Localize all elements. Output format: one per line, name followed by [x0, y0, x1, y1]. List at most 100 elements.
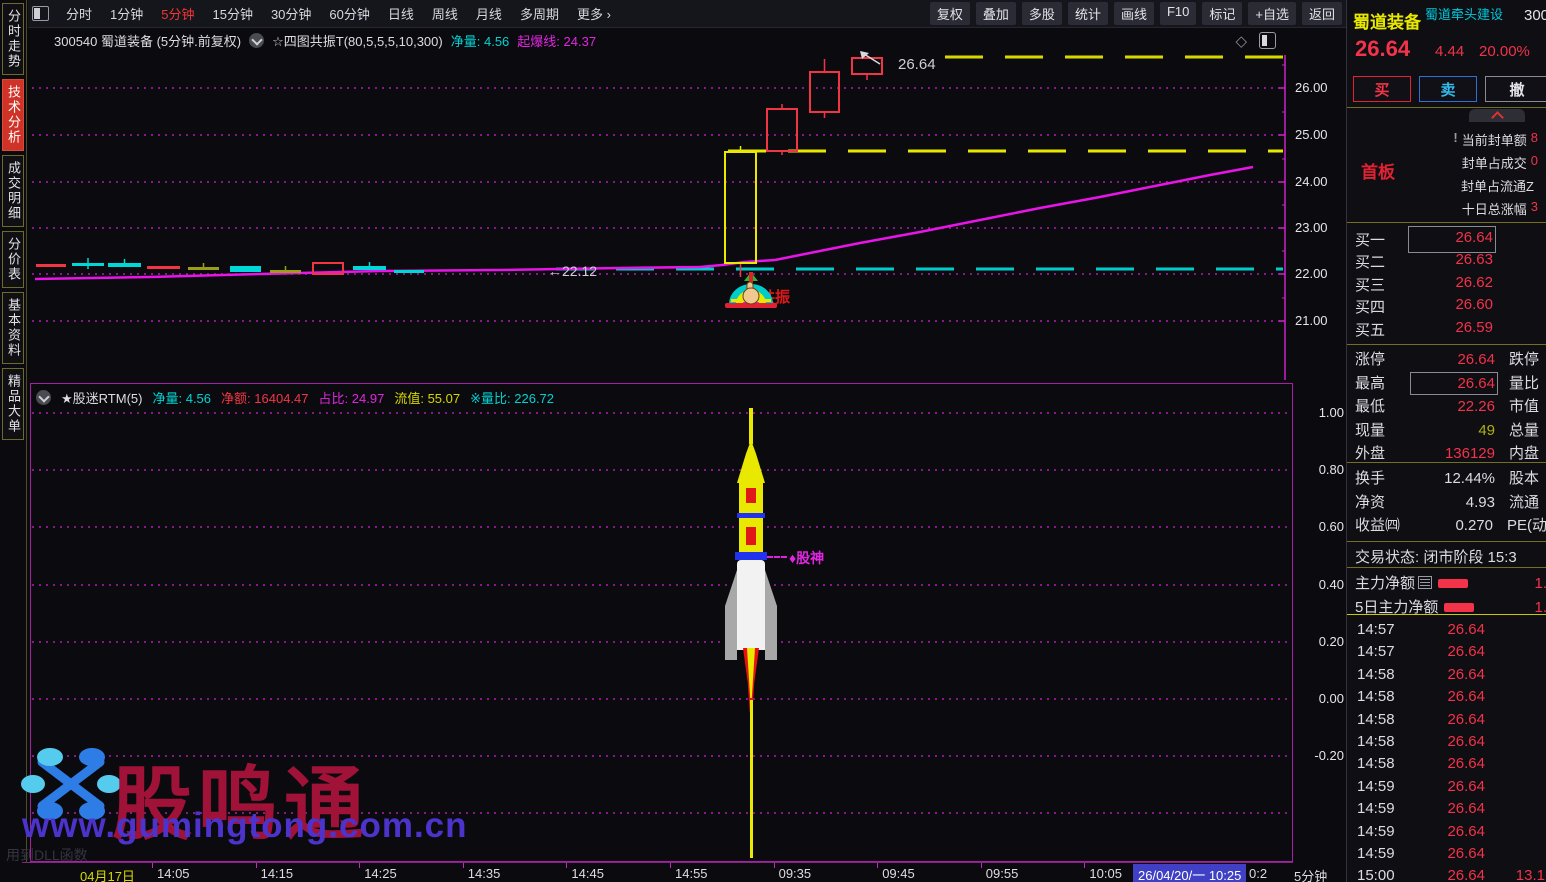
main-ytick: 23.00 — [1295, 220, 1328, 235]
axis-time-5: 14:55 — [675, 866, 708, 881]
seal-row-1: 封单占成交 0 — [1461, 153, 1538, 171]
axis-time-6: 09:35 — [778, 866, 812, 881]
tick-row-5: 14:58 26.64 — [1357, 733, 1485, 750]
low-price-annotation: ←22.12 — [548, 263, 598, 279]
axis-date-label: 04月17日 — [80, 869, 135, 882]
main-ytick: 21.00 — [1295, 313, 1328, 328]
menu-period-9[interactable]: 多周期 — [519, 7, 559, 22]
resonance-gem-icon[interactable] — [718, 270, 782, 314]
menu-period-4[interactable]: 30分钟 — [270, 7, 312, 22]
toolbar-button-1[interactable]: 叠加 — [975, 2, 1016, 25]
window-split-icon[interactable] — [32, 6, 49, 21]
sidebar-tab-3[interactable]: 分价表 — [2, 231, 24, 288]
watermark-logo-icon — [21, 748, 121, 820]
stat-a-4: 外盘 136129 内盘 — [1355, 445, 1540, 462]
time-remnant: 0:2 — [1249, 866, 1268, 881]
menu-period-6[interactable]: 日线 — [387, 7, 414, 22]
tick-row-1: 14:57 26.64 — [1357, 643, 1485, 661]
sidebar-tab-1[interactable]: 技术分析 — [2, 79, 24, 151]
menu-period-1[interactable]: 1分钟 — [110, 7, 144, 22]
axis-time-3: 14:35 — [467, 866, 501, 881]
left-sidebar: 分时走势技术分析成交明细分价表基本资料精品大单 — [0, 0, 27, 882]
stat-b-1: 净资 4.93 流通 — [1355, 493, 1540, 511]
sidebar-tab-0[interactable]: 分时走势 — [2, 3, 24, 75]
stat-a-2: 最低 22.26 市值 — [1355, 398, 1540, 415]
tick-row-6: 14:58 26.64 — [1357, 755, 1485, 773]
collapse-chevron-tab[interactable] — [1469, 109, 1525, 122]
crosshair-date-label: 26/04/20/一 10:25 — [1133, 864, 1247, 882]
axis-time-4: 14:45 — [571, 866, 604, 881]
tick-row-10: 14:59 26.64 — [1357, 845, 1485, 862]
diamond-tool-icon[interactable]: ◇ — [1235, 32, 1247, 50]
menu-period-2[interactable]: 5分钟 — [161, 7, 195, 22]
netvol-label: 净量: — [450, 34, 481, 49]
split-view-icon[interactable] — [1259, 32, 1276, 49]
seal-row-0: ! 当前封单额 8 — [1453, 130, 1538, 148]
menu-period-8[interactable]: 月线 — [475, 7, 502, 22]
tick-row-4: 14:58 26.64 — [1357, 710, 1485, 728]
price-change: 4.44 — [1435, 43, 1465, 60]
high-price-annotation: 26.64 — [898, 56, 936, 73]
stat-a-3: 现量 49 总量 — [1355, 421, 1540, 439]
net-row-0: 主力净额 1. — [1355, 575, 1546, 592]
buy-button[interactable]: 买 — [1353, 76, 1411, 102]
toolbar-button-8[interactable]: 返回 — [1301, 2, 1342, 25]
menu-period-5[interactable]: 60分钟 — [329, 7, 370, 22]
rocket-label: ♦股神 — [789, 550, 825, 566]
watermark-url: www.gumingtong.com.cn — [22, 806, 468, 845]
tick-row-0: 14:57 26.64 — [1357, 621, 1485, 638]
sub-ytick: 0.20 — [1318, 634, 1344, 649]
boomline-value: 24.37 — [563, 34, 597, 49]
menu-period-7[interactable]: 周线 — [431, 7, 458, 22]
time-axis: 26/04/20/一 10:25 0:2 5分钟 04月17日 14:05 14:1… — [22, 862, 1327, 882]
tick-row-2: 14:58 26.64 — [1357, 665, 1485, 683]
axis-time-2: 14:25 — [364, 866, 397, 881]
sidebar-tab-5[interactable]: 精品大单 — [2, 368, 24, 440]
sidebar-tab-2[interactable]: 成交明细 — [2, 155, 24, 227]
toolbar-button-7[interactable]: +自选 — [1248, 2, 1296, 25]
stock-subtitle: 蜀道牵头建设 — [1425, 7, 1504, 22]
menu-period-0[interactable]: 分时 — [66, 7, 93, 22]
board-tag: 首板 — [1361, 163, 1395, 182]
bid-row-1: 买一 26.64 — [1355, 226, 1496, 253]
toolbar-button-5[interactable]: F10 — [1159, 2, 1197, 25]
sell-button[interactable]: 卖 — [1419, 76, 1477, 102]
bid-row-3: 买三 26.62 — [1355, 273, 1493, 294]
period-label[interactable]: 5分钟 — [1294, 869, 1328, 882]
toolbar-button-2[interactable]: 多股 — [1021, 2, 1062, 25]
cancel-button[interactable]: 撤 — [1485, 76, 1546, 102]
top-menu-bar: 分时 1分钟 5分钟 15分钟 30分钟 60分钟 日线 周线 月线 多周期 更多 › 复权 叠加 多股… — [28, 0, 1346, 28]
sub-ytick: 0.80 — [1318, 462, 1344, 477]
chevron-circle-icon[interactable] — [249, 33, 265, 48]
sub-indicator-panel — [30, 383, 1293, 862]
sidebar-tab-4[interactable]: 基本资料 — [2, 292, 24, 364]
toolbar-button-0[interactable]: 复权 — [929, 2, 970, 25]
menu-period-3[interactable]: 15分钟 — [212, 7, 253, 22]
trade-status: 交易状态: 闭市阶段 15:3 — [1355, 549, 1517, 566]
sub-ytick: 0.40 — [1318, 577, 1344, 592]
axis-time-7: 09:45 — [882, 866, 915, 881]
toolbar-button-3[interactable]: 统计 — [1067, 2, 1108, 25]
axis-time-1: 14:15 — [260, 866, 294, 881]
chevron-circle-icon[interactable] — [36, 389, 51, 405]
stat-b-2: 收益㈣ 0.270 PE(动 — [1355, 517, 1546, 534]
hand-cursor-icon — [742, 281, 760, 305]
toolbar-button-6[interactable]: 标记 — [1202, 2, 1243, 25]
tick-row-9: 14:59 26.64 — [1357, 822, 1485, 840]
axis-time-8: 09:55 — [985, 866, 1019, 881]
menu-period-10[interactable]: 更多 › — [576, 7, 611, 22]
list-icon — [1418, 576, 1433, 589]
stat-b-0: 换手 12.44% 股本 — [1355, 470, 1540, 487]
boomline-label: 起爆线: — [517, 34, 560, 49]
axis-time-0: 14:05 — [157, 866, 190, 881]
watermark-brand: 股鸣通 — [112, 762, 370, 850]
sub-indicator-name[interactable]: ★股迷RTM(5) — [61, 390, 143, 406]
net-amount-bar — [1444, 603, 1475, 612]
stock-code-title: 300540 蜀道装备 (5分钟.前复权) — [54, 34, 242, 49]
dll-note: 用到DLL函数 — [6, 847, 88, 863]
indicator-name[interactable]: ☆四图共振T(80,5,5,5,10,300) — [272, 34, 443, 49]
toolbar-button-4[interactable]: 画线 — [1113, 2, 1154, 25]
main-ytick: 26.00 — [1295, 80, 1328, 95]
bid-row-5: 买五 26.59 — [1355, 318, 1493, 339]
